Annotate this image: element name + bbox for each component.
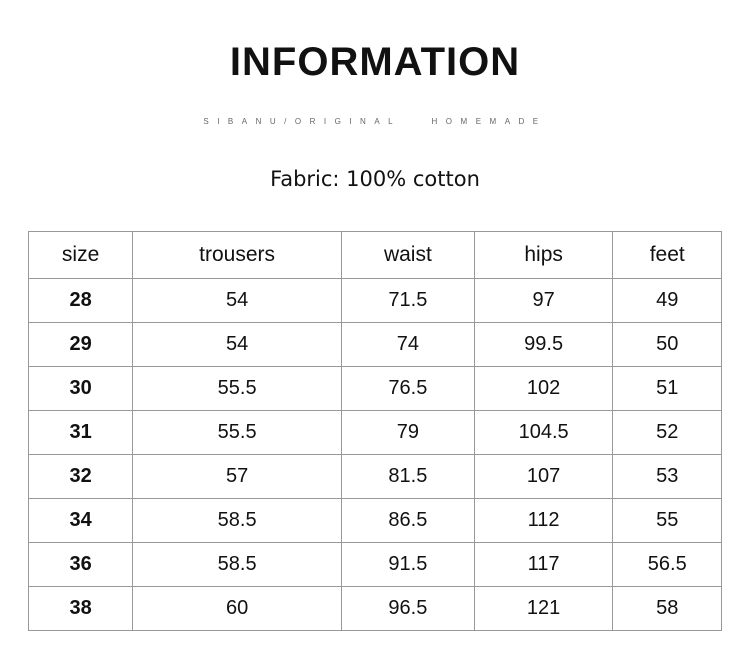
table-cell: 121 (473, 586, 614, 631)
column-header: size (27, 231, 134, 279)
header-row: size trousers waist hips feet (27, 231, 722, 279)
table-cell: 34 (27, 498, 134, 543)
table-cell: 51 (612, 366, 722, 411)
column-header: waist (341, 231, 475, 279)
table-cell: 60 (132, 586, 343, 631)
table-cell: 117 (473, 542, 614, 587)
table-cell: 81.5 (341, 454, 475, 499)
table-cell: 97 (473, 278, 614, 323)
table-row: 34 58.5 86.5 112 55 (27, 498, 722, 543)
table-cell: 29 (27, 322, 134, 367)
table-cell: 112 (473, 498, 614, 543)
table-row: 32 57 81.5 107 53 (27, 454, 722, 499)
table-row: 30 55.5 76.5 102 51 (27, 366, 722, 411)
table-cell: 86.5 (341, 498, 475, 543)
table-cell: 53 (612, 454, 722, 499)
table-cell: 99.5 (473, 322, 614, 367)
table-cell: 74 (341, 322, 475, 367)
table-cell: 56.5 (612, 542, 722, 587)
table-cell: 30 (27, 366, 134, 411)
table-cell: 71.5 (341, 278, 475, 323)
table-cell: 57 (132, 454, 343, 499)
size-table: size trousers waist hips feet 28 54 71.5 97 49 29… (27, 231, 722, 631)
table-cell: 58.5 (132, 542, 343, 587)
table-cell: 58.5 (132, 498, 343, 543)
table-cell: 55.5 (132, 410, 343, 455)
table-row: 38 60 96.5 121 58 (27, 586, 722, 631)
table-cell: 79 (341, 410, 475, 455)
table-row: 29 54 74 99.5 50 (27, 322, 722, 367)
page-title: INFORMATION (229, 40, 521, 84)
table-cell: 55 (612, 498, 722, 543)
table-cell: 96.5 (341, 586, 475, 631)
column-header: trousers (132, 231, 343, 279)
column-header: feet (612, 231, 722, 279)
column-header: hips (473, 231, 614, 279)
table-cell: 52 (612, 410, 722, 455)
table-cell: 54 (132, 322, 343, 367)
table-cell: 36 (27, 542, 134, 587)
table-cell: 102 (473, 366, 614, 411)
table-cell: 28 (27, 278, 134, 323)
table-cell: 49 (612, 278, 722, 323)
table-cell: 104.5 (473, 410, 614, 455)
table-cell: 31 (27, 410, 134, 455)
table-cell: 55.5 (132, 366, 343, 411)
table-cell: 50 (612, 322, 722, 367)
table-cell: 32 (27, 454, 134, 499)
table-cell: 54 (132, 278, 343, 323)
table-row: 28 54 71.5 97 49 (27, 278, 722, 323)
table-row: 31 55.5 79 104.5 52 (27, 410, 722, 455)
table-cell: 76.5 (341, 366, 475, 411)
table-cell: 38 (27, 586, 134, 631)
fabric-info: Fabric: 100% cotton (270, 167, 480, 191)
table-cell: 58 (612, 586, 722, 631)
table-row: 36 58.5 91.5 117 56.5 (27, 542, 722, 587)
table-cell: 91.5 (341, 542, 475, 587)
brand-subtitle: SIBANU/ORIGINAL HOMEMADE (203, 117, 547, 126)
table-cell: 107 (473, 454, 614, 499)
